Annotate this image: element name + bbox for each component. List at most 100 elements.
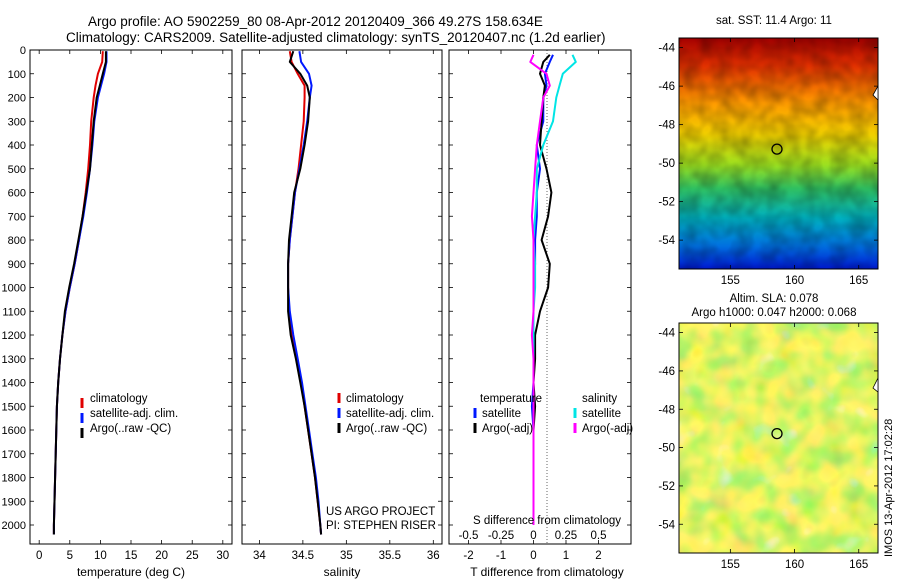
s-tick-label: -0.5: [459, 530, 479, 542]
legend-label-sal-satellite: satellite: [582, 408, 621, 420]
legend-label-sal-argo: Argo(-adj): [582, 423, 633, 435]
lon-tick-label: 160: [785, 275, 804, 287]
x-tick-label: 35: [340, 550, 353, 562]
lon-tick-label: 155: [721, 559, 740, 571]
depth-tick-label: 1300: [2, 354, 26, 366]
imos-timestamp: IMOS 13-Apr-2012 17:02:28: [883, 419, 895, 557]
depth-tick-label: 900: [8, 259, 26, 271]
depth-tick-label: 600: [8, 188, 26, 200]
legend-salinity-heading: salinity: [582, 393, 617, 405]
sst-map-frame: [678, 37, 879, 270]
x-tick-label: 5: [67, 550, 73, 562]
legend-label-climatology: climatology: [90, 393, 148, 405]
s-tick-label: -0.25: [488, 530, 514, 542]
depth-tick-label: 800: [8, 235, 26, 247]
lat-tick-label: -54: [658, 519, 675, 531]
x-tick-label: 34: [253, 550, 266, 562]
x-tick-label: 0: [530, 550, 536, 562]
figure-title-line1: Argo profile: AO 5902259_80 08-Apr-2012 …: [88, 14, 543, 29]
coastline-icon: [872, 84, 879, 101]
legend-temperature-heading: temperature: [480, 393, 542, 405]
series-line-argo-raw-qc-: [287, 50, 323, 535]
x-tick-label: 15: [125, 550, 138, 562]
depth-tick-label: 1700: [2, 449, 26, 461]
lat-tick-label: -46: [658, 81, 675, 93]
lat-tick-label: -50: [658, 443, 675, 455]
legend-label-temp-argo: Argo(-adj): [482, 423, 533, 435]
depth-tick-label: 1400: [2, 378, 26, 390]
sst-map-panel: sat. SST: 11.4 Argo: 11 -44-46-48-50-52-…: [658, 15, 879, 287]
x-tick-label: -1: [496, 550, 506, 562]
temperature-profiles: [52, 51, 108, 535]
legend-label-climatology: climatology: [346, 393, 404, 405]
depth-axis-ticks: 0 100 200 300 400 500 600 700 800 900 1000 1100 1200…: [2, 45, 232, 532]
project-annotation: US ARGO PROJECT: [326, 506, 435, 518]
x-tick-label: 36: [427, 550, 440, 562]
difference-legend: temperature satellite Argo(-adj) salinit…: [473, 393, 633, 435]
temperature-xlabel: temperature (deg C): [77, 565, 185, 579]
depth-tick-label: 2000: [2, 520, 26, 532]
sla-map-title-line2: Argo h1000: 0.047 h2000: 0.068: [692, 307, 857, 319]
lon-tick-label: 165: [849, 559, 868, 571]
depth-tick-label: 1900: [2, 496, 26, 508]
salinity-legend: climatology satellite-adj. clim. Argo(..…: [337, 393, 434, 435]
series-line-salinity-argo-adj-: [529, 54, 551, 525]
salinity-panel: 34 34.5 35 35.5 36 salinity climatology sate…: [241, 49, 443, 579]
depth-tick-label: 400: [8, 140, 26, 152]
depth-tick-label: 1000: [2, 283, 26, 295]
sla-map-title-line1: Altim. SLA: 0.078: [730, 293, 819, 305]
lat-tick-label: -44: [658, 43, 675, 55]
x-tick-label: 10: [94, 550, 107, 562]
temperature-axis-ticks: 0 5 10 15 20 25 30: [36, 50, 229, 562]
x-tick-label: 20: [155, 550, 168, 562]
sst-map-title: sat. SST: 11.4 Argo: 11: [716, 15, 832, 27]
lat-tick-label: -50: [658, 158, 675, 170]
depth-tick-label: 300: [8, 116, 26, 128]
x-tick-label: 0: [36, 550, 42, 562]
depth-tick-label: 1500: [2, 401, 26, 413]
temperature-legend: climatology satellite-adj. clim. Argo(..…: [80, 393, 178, 438]
x-tick-label: 34.5: [292, 550, 314, 562]
pi-annotation: PI: STEPHEN RISER: [326, 520, 436, 532]
salinity-axis-ticks: 34 34.5 35 35.5 36: [253, 50, 440, 562]
lon-tick-label: 155: [721, 275, 740, 287]
sla-map-panel: Altim. SLA: 0.078 Argo h1000: 0.047 h200…: [658, 293, 879, 571]
series-line-argo-raw-qc-: [52, 51, 107, 535]
lat-tick-label: -46: [658, 366, 675, 378]
float-position-marker: [771, 427, 783, 440]
salinity-xlabel: salinity: [324, 565, 361, 579]
sla-map-ticks: -44 -46 -48 -50 -52 -54 155 160 165: [658, 323, 878, 571]
x-tick-label: 35.5: [379, 550, 401, 562]
salinity-profiles: [287, 50, 323, 535]
s-tick-label: 0.5: [591, 530, 607, 542]
legend-label-temp-satellite: satellite: [482, 408, 521, 420]
depth-tick-label: 100: [8, 69, 26, 81]
lat-tick-label: -48: [658, 404, 675, 416]
legend-label-argo: Argo(..raw -QC): [90, 423, 171, 435]
depth-tick-label: 200: [8, 93, 26, 105]
depth-tick-label: 1600: [2, 425, 26, 437]
legend-label-argo: Argo(..raw -QC): [346, 423, 427, 435]
float-position-marker: [771, 143, 783, 155]
depth-tick-label: 1800: [2, 473, 26, 485]
x-tick-label: 1: [563, 550, 569, 562]
legend-label-satellite: satellite-adj. clim.: [90, 408, 178, 420]
difference-depth-ticks: [449, 49, 631, 526]
lat-tick-label: -44: [658, 328, 675, 340]
salinity-axes-frame: [241, 49, 443, 545]
s-tick-label: 0: [530, 530, 536, 542]
lat-tick-label: -48: [658, 120, 675, 132]
temperature-panel: 0100200300400500600700800900100011001200…: [2, 45, 233, 579]
x-tick-label: 2: [595, 550, 601, 562]
sla-map-frame: [678, 322, 879, 554]
depth-tick-label: 1100: [2, 306, 26, 318]
lat-tick-label: -52: [658, 197, 675, 209]
difference-panel: -2 -1 0 1 2 -0.5 -0.25 0 0.25 0.5 S difference fr…: [448, 49, 633, 579]
lat-tick-label: -52: [658, 481, 675, 493]
x-tick-label: -2: [463, 550, 473, 562]
s-difference-label: S difference from climatology: [473, 515, 621, 527]
s-tick-label: 0.25: [555, 530, 577, 542]
x-tick-label: 25: [186, 550, 199, 562]
depth-tick-label: 700: [8, 211, 26, 223]
